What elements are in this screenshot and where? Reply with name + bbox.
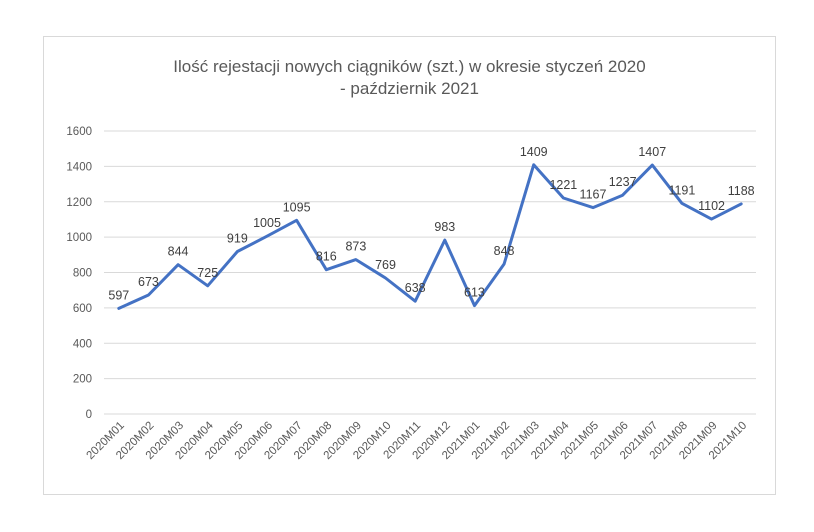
series-line-layer [117, 163, 743, 310]
data-label: 1191 [668, 183, 695, 197]
y-tick-label: 1200 [66, 197, 92, 209]
chart-title-line1: Ilość rejestacji nowych ciągników (szt.)… [173, 57, 646, 76]
data-label: 848 [494, 244, 515, 258]
y-tick-label: 0 [86, 409, 92, 421]
data-label: 919 [227, 231, 248, 245]
data-label: 673 [138, 275, 159, 289]
chart-title: Ilość rejestacji nowych ciągników (szt.)… [43, 56, 776, 100]
data-label: 1407 [638, 145, 666, 159]
y-tick-label: 200 [73, 374, 92, 386]
data-label: 638 [405, 281, 426, 295]
data-label: 844 [168, 245, 189, 259]
x-axis-ticks: 2020M012020M022020M032020M042020M052020M… [85, 419, 750, 462]
y-tick-label: 1000 [66, 232, 92, 244]
data-label: 1409 [520, 145, 548, 159]
data-label: 1167 [580, 188, 607, 202]
data-label: 816 [316, 250, 337, 264]
data-label: 725 [197, 266, 218, 280]
data-label: 613 [464, 286, 485, 300]
data-label: 1221 [549, 178, 577, 192]
data-label: 1095 [283, 200, 311, 214]
y-tick-label: 600 [73, 303, 92, 315]
y-axis-ticks: 0 200 400 600 800 1000 1200 1400 1600 [66, 126, 92, 421]
y-tick-label: 400 [73, 338, 92, 350]
data-label: 873 [345, 240, 366, 254]
series-line [117, 163, 743, 310]
data-label: 1005 [253, 216, 281, 230]
chart-frame [43, 36, 776, 495]
data-label: 1237 [609, 175, 637, 189]
chart-title-line2: - październik 2021 [340, 79, 479, 98]
data-label: 1188 [728, 184, 755, 198]
data-label: 983 [434, 220, 455, 234]
data-label: 1102 [698, 199, 725, 213]
y-tick-label: 1400 [66, 161, 92, 173]
y-tick-label: 1600 [66, 126, 92, 138]
y-tick-label: 800 [73, 268, 92, 280]
data-label: 769 [375, 258, 396, 272]
data-label: 597 [108, 288, 129, 302]
gridlines [104, 130, 756, 415]
